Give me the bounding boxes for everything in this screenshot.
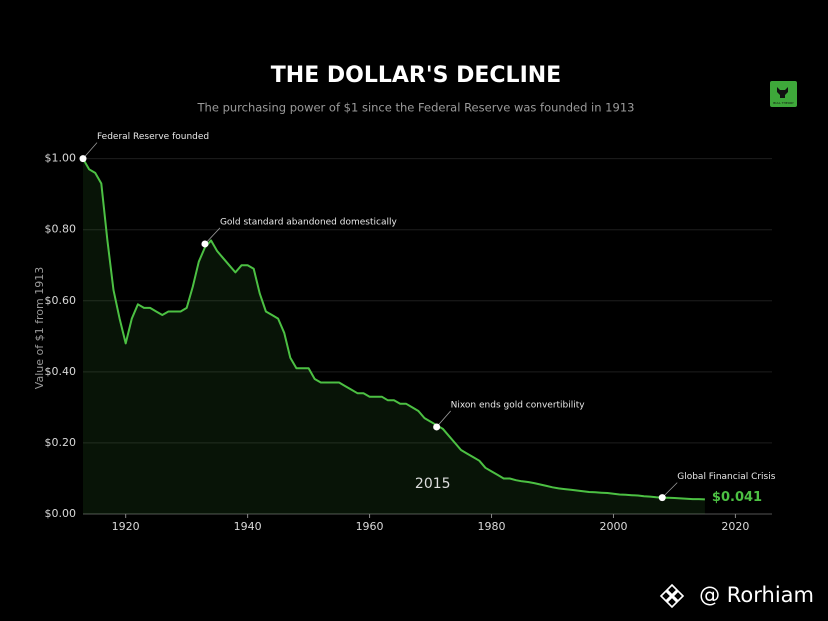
x-tick-label: 2020 (721, 520, 749, 533)
annotation-text: Federal Reserve founded (97, 132, 209, 142)
annotation-point (433, 423, 441, 431)
logo-icon (777, 87, 788, 98)
y-tick-label: $0.20 (45, 436, 77, 449)
annotation-leader (436, 410, 451, 428)
watermark-glyph (659, 583, 685, 609)
x-tick-label: 1920 (112, 520, 140, 533)
chart-subtitle: The purchasing power of $1 since the Fed… (197, 101, 635, 115)
annotation-leader (661, 482, 678, 498)
logo: BULL THEORY (770, 81, 797, 107)
x-tick-label: 1960 (356, 520, 384, 533)
x-tick-label: 1980 (478, 520, 506, 533)
year-label: 2015 (415, 476, 451, 492)
y-tick-label: $0.80 (45, 223, 77, 236)
annotation-text: Gold standard abandoned domestically (220, 217, 398, 227)
x-tick-label: 2000 (599, 520, 627, 533)
watermark: @ Rorhiam (699, 583, 814, 607)
x-tick-label: 1940 (234, 520, 262, 533)
annotation-leader (204, 227, 221, 245)
line (82, 158, 705, 501)
annotation-text: Global Financial Crisis (677, 472, 776, 482)
area (83, 158, 705, 514)
annotation-point (79, 155, 87, 163)
annotation-point (658, 494, 666, 502)
annotation-point (201, 240, 209, 248)
chart-title: THE DOLLAR'S DECLINE (271, 63, 561, 88)
watermark-icon (659, 583, 685, 609)
annotation-leader (82, 142, 98, 159)
y-tick-label: $0.40 (45, 365, 77, 378)
y-axis-label: Value of $1 from 1913 (33, 267, 46, 389)
y-tick-label: $0.60 (45, 294, 77, 307)
y-tick-label: $0.00 (45, 507, 77, 520)
logo-text: BULL THEORY (773, 101, 794, 105)
final-value-label: $0.041 (712, 490, 762, 505)
annotation-text: Nixon ends gold convertibility (451, 400, 586, 410)
y-tick-label: $1.00 (45, 152, 77, 165)
plot: $0.00 $0.20 $0.40 $0.60 $0.80 $1.00 1920 1940 19… (45, 132, 776, 533)
